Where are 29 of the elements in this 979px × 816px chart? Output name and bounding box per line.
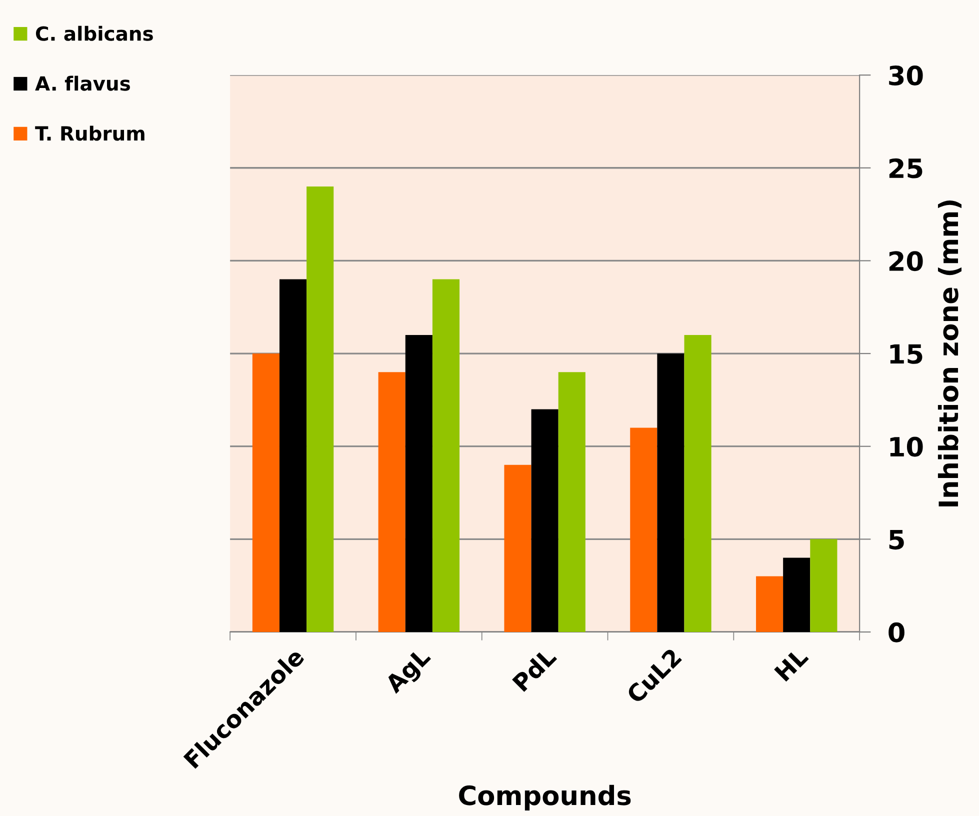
bar [756,576,784,632]
bar [558,372,586,632]
bar [432,279,460,632]
x-tick-label: HL [774,646,809,682]
y-axis-title: Inhibition zone (mm) [938,200,962,506]
bar [378,372,406,632]
legend-label: C. albicans [36,26,153,41]
y-tick-label: 30 [889,66,923,86]
bar [630,428,658,632]
bar [783,558,810,632]
bar [504,464,532,632]
bar [810,539,838,632]
legend-label: T. Rubrum [35,126,144,141]
x-axis-title: Compounds [459,784,631,810]
legend-label: A. flavus [35,76,130,91]
bar [252,354,280,632]
y-tick-label: 25 [889,158,922,178]
y-tick-label: 20 [889,251,923,272]
bar [531,409,558,632]
y-tick-label: 0 [888,622,904,642]
x-tick-label: PdL [512,646,558,692]
bar [405,334,432,632]
bar [684,334,712,632]
bar [306,186,334,632]
bar [279,279,307,632]
y-tick-label: 15 [890,344,922,364]
bar [657,354,684,632]
y-tick-label: 5 [889,530,904,550]
y-tick-label: 10 [890,436,923,457]
